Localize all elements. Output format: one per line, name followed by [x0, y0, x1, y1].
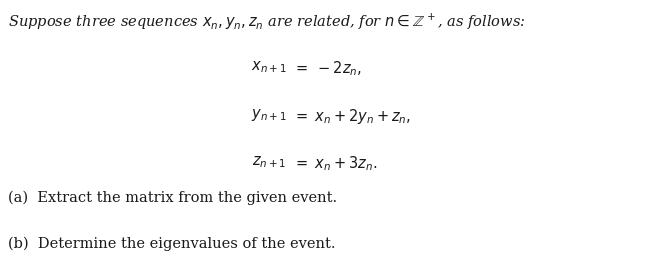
Text: $= \; x_n + 2y_n + z_n,$: $= \; x_n + 2y_n + z_n,$: [293, 107, 411, 125]
Text: $z_{n+1}$: $z_{n+1}$: [252, 154, 286, 170]
Text: $= \; -2z_n,$: $= \; -2z_n,$: [293, 59, 362, 78]
Text: (a)  Extract the matrix from the given event.: (a) Extract the matrix from the given ev…: [8, 191, 337, 205]
Text: $= \; x_n + 3z_n.$: $= \; x_n + 3z_n.$: [293, 154, 377, 173]
Text: $x_{n+1}$: $x_{n+1}$: [251, 59, 286, 75]
Text: Suppose three sequences $x_n, y_n, z_n$ are related, for $n \in \mathbb{Z}^+$, a: Suppose three sequences $x_n, y_n, z_n$ …: [8, 12, 526, 32]
Text: $y_{n+1}$: $y_{n+1}$: [251, 107, 286, 123]
Text: (b)  Determine the eigenvalues of the event.: (b) Determine the eigenvalues of the eve…: [8, 237, 336, 251]
